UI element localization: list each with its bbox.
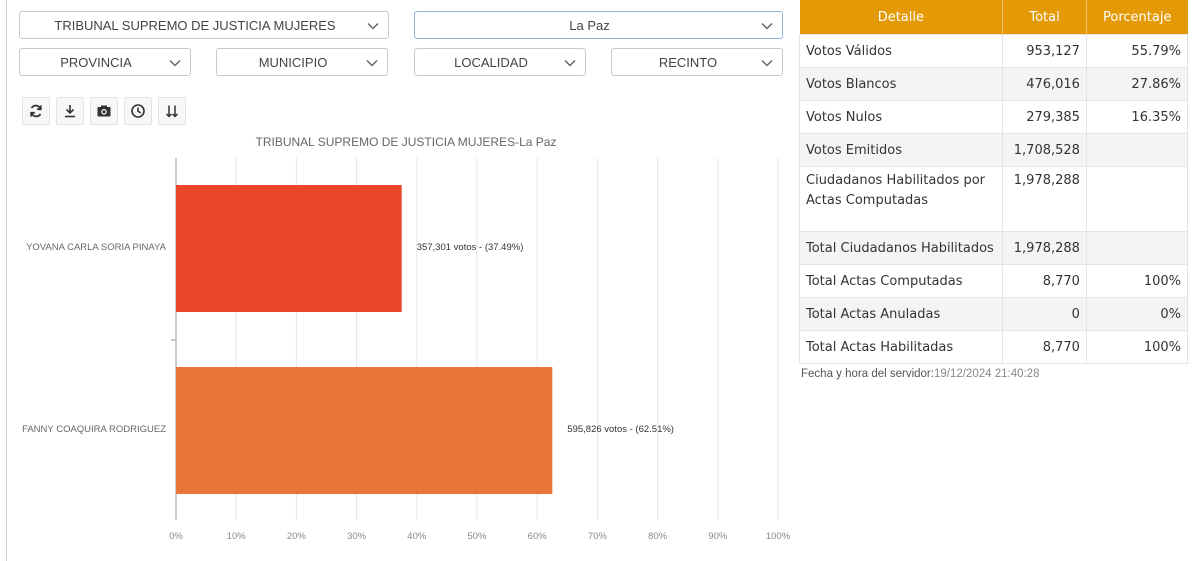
table-row: Total Actas Computadas 8,770 100% xyxy=(798,264,1189,298)
x-tick-label: 0% xyxy=(169,531,183,542)
download-icon xyxy=(65,105,75,118)
recinto-select[interactable]: RECINTO xyxy=(611,48,783,76)
row-pct: 0% xyxy=(1085,297,1189,331)
row-pct xyxy=(1085,133,1189,167)
table-row: Votos Nulos 279,385 16.35% xyxy=(798,100,1189,134)
table-row: Total Ciudadanos Habilitados 1,978,288 xyxy=(798,231,1189,265)
header-detalle: Detalle xyxy=(799,0,1004,35)
chevron-down-icon xyxy=(366,59,378,67)
row-pct xyxy=(1085,166,1189,232)
x-tick-label: 100% xyxy=(765,531,791,542)
table-row: Total Actas Habilitadas 8,770 100% xyxy=(798,330,1189,364)
x-tick-label: 60% xyxy=(527,531,547,542)
category-label: YOVANA CARLA SORIA PINAYA xyxy=(26,241,166,253)
municipio-select-value: MUNICIPIO xyxy=(258,54,328,70)
row-pct: 27.86% xyxy=(1085,67,1189,101)
screenshot-button[interactable] xyxy=(90,97,118,125)
bar-2[interactable] xyxy=(176,367,553,494)
refresh-icon xyxy=(30,104,42,118)
x-tick-label: 10% xyxy=(226,531,246,542)
camera-icon xyxy=(97,105,111,117)
recinto-select-value: RECINTO xyxy=(658,54,718,70)
provincia-select[interactable]: PROVINCIA xyxy=(19,48,191,76)
chevron-down-icon xyxy=(367,22,379,30)
x-tick-label: 50% xyxy=(467,531,487,542)
row-total: 8,770 xyxy=(1002,264,1087,298)
chart-title: TRIBUNAL SUPREMO DE JUSTICIA MUJERES-La … xyxy=(255,135,557,149)
panel-border xyxy=(6,0,7,561)
election-select[interactable]: TRIBUNAL SUPREMO DE JUSTICIA MUJERES xyxy=(19,11,389,39)
row-total: 1,978,288 xyxy=(1002,231,1087,265)
data-label: 595,826 votos - (62.51%) xyxy=(567,423,674,435)
row-label: Total Actas Computadas xyxy=(798,264,1004,298)
table-row: Votos Emitidos 1,708,528 xyxy=(798,133,1189,167)
data-label: 357,301 votos - (37.49%) xyxy=(416,241,524,253)
table-row: Votos Válidos 953,127 55.79% xyxy=(798,34,1189,68)
history-button[interactable] xyxy=(124,97,152,125)
localidad-select[interactable]: LOCALIDAD xyxy=(414,48,586,76)
results-summary-table: Detalle Total Porcentaje Votos Válidos 9… xyxy=(798,0,1189,364)
header-total: Total xyxy=(1002,0,1087,35)
row-label: Votos Nulos xyxy=(798,100,1004,134)
row-label: Total Actas Habilitadas xyxy=(798,330,1004,364)
row-total: 953,127 xyxy=(1002,34,1087,68)
row-total: 476,016 xyxy=(1002,67,1087,101)
provincia-select-value: PROVINCIA xyxy=(60,54,132,70)
row-label: Total Actas Anuladas xyxy=(798,297,1004,331)
row-total: 8,770 xyxy=(1002,330,1087,364)
row-total: 279,385 xyxy=(1002,100,1087,134)
row-pct: 100% xyxy=(1085,264,1189,298)
row-label: Votos Emitidos xyxy=(798,133,1004,167)
row-label: Votos Válidos xyxy=(798,34,1004,68)
server-timestamp: Fecha y hora del servidor:19/12/2024 21:… xyxy=(801,368,1039,380)
header-porcentaje: Porcentaje xyxy=(1086,0,1188,35)
table-header-row: Detalle Total Porcentaje xyxy=(799,0,1188,35)
bar-1[interactable] xyxy=(176,185,402,312)
row-pct: 100% xyxy=(1085,330,1189,364)
row-total: 1,708,528 xyxy=(1002,133,1087,167)
table-row: Total Actas Anuladas 0 0% xyxy=(798,297,1189,331)
chevron-down-icon xyxy=(169,59,181,67)
row-label: Ciudadanos Habilitados por Actas Computa… xyxy=(798,166,1004,232)
table-row: Ciudadanos Habilitados por Actas Computa… xyxy=(798,166,1189,232)
row-label: Votos Blancos xyxy=(798,67,1004,101)
row-pct xyxy=(1085,231,1189,265)
table-row: Votos Blancos 476,016 27.86% xyxy=(798,67,1189,101)
clock-icon xyxy=(131,104,145,118)
category-label: FANNY COAQUIRA RODRIGUEZ xyxy=(22,423,166,435)
row-pct: 16.35% xyxy=(1085,100,1189,134)
row-total: 0 xyxy=(1002,297,1087,331)
server-time-label: Fecha y hora del servidor: xyxy=(801,368,934,380)
sort-icon xyxy=(165,105,179,118)
sort-button[interactable] xyxy=(158,97,186,125)
department-select[interactable]: La Paz xyxy=(414,11,783,39)
x-tick-label: 80% xyxy=(648,531,668,542)
download-button[interactable] xyxy=(56,97,84,125)
x-tick-label: 70% xyxy=(587,531,607,542)
chevron-down-icon xyxy=(761,22,773,30)
localidad-select-value: LOCALIDAD xyxy=(454,54,528,70)
x-tick-label: 30% xyxy=(347,531,367,542)
chevron-down-icon xyxy=(564,59,576,67)
x-tick-label: 90% xyxy=(708,531,728,542)
department-select-value: La Paz xyxy=(569,17,610,33)
election-select-value: TRIBUNAL SUPREMO DE JUSTICIA MUJERES xyxy=(54,17,336,33)
row-pct: 55.79% xyxy=(1085,34,1189,68)
refresh-button[interactable] xyxy=(22,97,50,125)
municipio-select[interactable]: MUNICIPIO xyxy=(216,48,388,76)
server-time-value: 19/12/2024 21:40:28 xyxy=(933,368,1040,380)
x-tick-label: 40% xyxy=(407,531,427,542)
row-label: Total Ciudadanos Habilitados xyxy=(798,231,1004,265)
row-total: 1,978,288 xyxy=(1002,166,1087,232)
x-tick-label: 20% xyxy=(286,531,306,542)
chevron-down-icon xyxy=(761,59,773,67)
